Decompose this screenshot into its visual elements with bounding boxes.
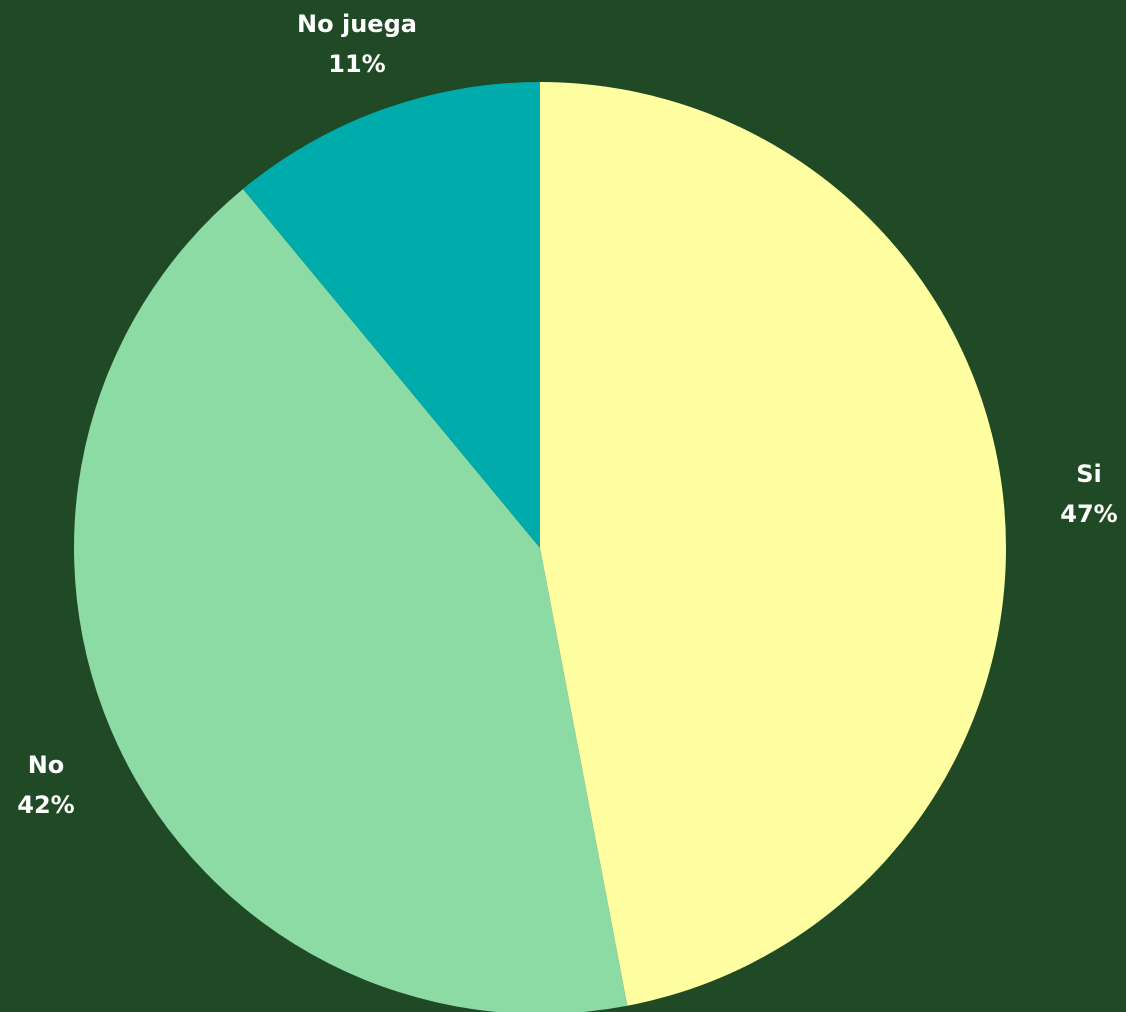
slice-label-si: Si	[1076, 460, 1102, 488]
slice-labels: Si 47% No 42% No juega 11%	[17, 10, 1117, 819]
slice-percent-no: 42%	[17, 791, 74, 819]
pie-slice-no-juega	[242, 82, 540, 548]
pie-slice-si	[540, 82, 1007, 1006]
pie-slice-no	[73, 188, 628, 1012]
slice-percent-no-juega: 11%	[328, 50, 385, 78]
slice-label-no: No	[28, 751, 65, 779]
slice-percent-si: 47%	[1060, 500, 1117, 528]
pie-slices	[73, 82, 1007, 1012]
slice-label-no-juega: No juega	[297, 10, 417, 38]
